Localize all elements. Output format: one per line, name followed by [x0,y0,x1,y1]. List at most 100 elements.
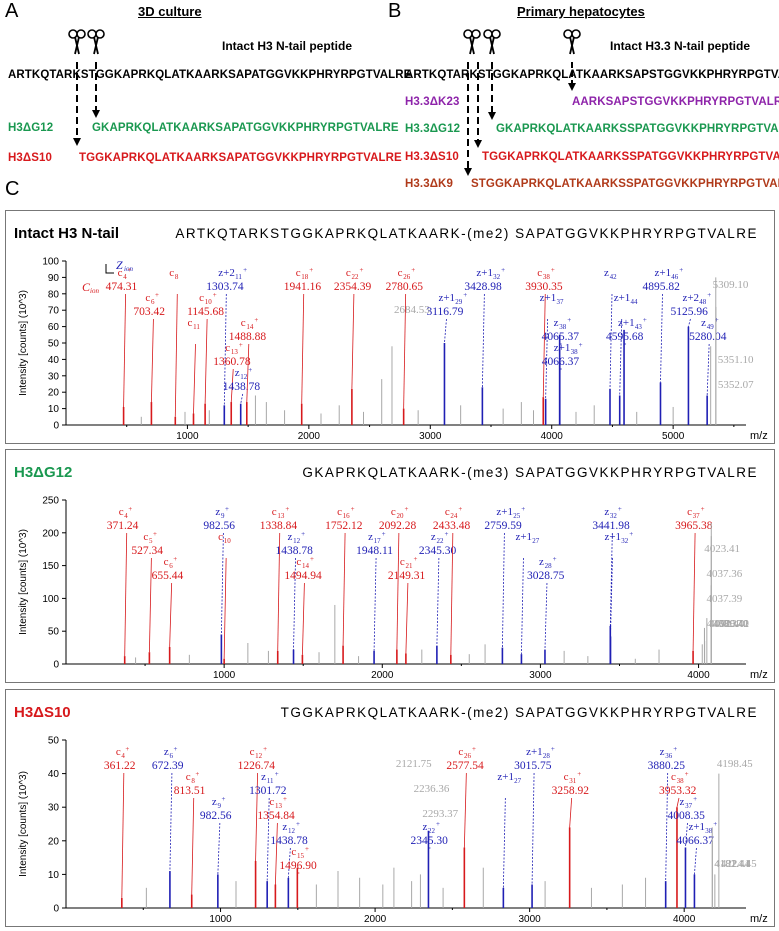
ion-subscript: 20 [396,512,404,520]
label-connector [502,797,506,888]
peak-mz-value: 5352.07 [718,379,754,391]
y-tick-label: 50 [48,339,60,350]
ion-name: c [398,267,403,279]
ion-name: c [186,771,191,783]
ion-mz-value: 371.24 [107,520,139,532]
ion-superscript: + [567,316,571,324]
ion-mz-value: 982.56 [200,810,232,822]
ion-mz-value: 361.22 [104,760,136,772]
label-connector [403,293,407,409]
ion-mz-value: 672.39 [152,760,184,772]
ion-superscript: + [128,505,132,513]
ion-subscript: 21 [405,562,413,570]
label-connector [255,772,258,861]
peak-mz-label: 4182.41 [714,858,750,870]
label-connector [223,557,227,659]
ion-mz-value: 1494.94 [284,570,322,582]
peak-mz-label: 2121.75 [396,758,432,770]
panel-b-sequence: ARTKQTARKSTGGKAPRKQLATKAARKSAPSTGGVKKPHR… [405,69,779,81]
ion-mz-value: 2345.30 [419,545,457,557]
ion-mz-value: 1354.84 [257,810,295,822]
ion-subscript: 28 [543,752,551,760]
ion-mz-value: 1145.68 [187,306,224,318]
label-connector [502,532,505,648]
ion-subscript: 25 [513,512,521,520]
spectrum-panel-3: H3ΔS10 TGGKAPRKQLATKAARK-(me2) SAPATGGVKK… [5,689,775,927]
fragment-label: c 12+1226.74 [238,745,275,861]
peak-mz-label: 4079.40 [713,618,749,630]
peak-mz-value: 5309.10 [713,279,749,291]
fragment-label: c 6+655.44 [152,555,184,647]
ion-superscript: + [155,291,159,299]
ion-name: z+1 [540,292,557,304]
label-connector [351,293,355,389]
ion-mz-value: 813.51 [174,785,206,797]
ion-name: c [537,267,542,279]
panel-b-row4-seq: STGGKAPRKQLATKAARKSSPATGGVKKPHRYRPGTVALR… [471,178,779,190]
ion-name: c [250,746,255,758]
ion-mz-value: 2092.28 [379,520,417,532]
label-connector [169,772,173,872]
legend-z-ion: Z [116,258,123,272]
ion-mz-value: 1438.78 [276,545,314,557]
label-connector [223,293,227,406]
label-connector [610,557,613,637]
peak-mz-value: 4023.41 [704,543,740,555]
ion-mz-value: 1941.16 [284,281,322,293]
ion-mz-value: 3028.75 [527,570,565,582]
label-connector [444,318,447,344]
ion-name: z+1 [496,506,513,518]
y-tick-label: 20 [48,388,60,399]
fragment-label: z 12+1438.78 [270,820,308,878]
ion-superscript: + [404,505,408,513]
ion-subscript: 46 [671,273,679,281]
ion-subscript: 38 [677,777,685,785]
ion-superscript: + [127,266,131,274]
ion-superscript: + [463,291,467,299]
ion-name: c [291,846,296,858]
peak-mz-value: 4080.42 [713,618,749,630]
ion-name: c [671,771,676,783]
ion-name: c [218,531,223,543]
ion-name: c [272,506,277,518]
panel-b-letter: B [388,0,402,22]
ion-subscript: 18 [301,273,309,281]
fragment-label: c 22+2354.39 [334,266,372,389]
ion-name: z+1 [515,531,532,543]
fragment-label: c 4+371.24 [107,505,139,657]
label-connector [123,293,126,407]
ion-subscript: 38 [543,273,551,281]
ion-subscript: 4 [123,273,127,281]
ion-superscript: + [221,795,225,803]
ion-name: z [288,531,293,543]
ion-mz-value: 3880.25 [648,760,686,772]
fragment-label: c 8+813.51 [174,770,206,895]
ion-subscript: 24 [450,512,458,520]
ion-subscript: 38 [705,827,713,835]
ion-subscript: 32 [621,537,629,545]
label-connector [302,582,305,655]
peak-mz-label: 4224.45 [721,858,757,870]
ion-subscript: 29 [455,298,463,306]
ion-mz-value: 1438.78 [270,835,308,847]
ion-mz-value: 1948.11 [356,545,393,557]
spectrum-title: H3ΔS10 [14,704,71,721]
fragment-label: z 36+3880.25 [648,745,686,882]
ion-name: z [261,771,266,783]
ion-superscript: + [213,291,217,299]
ion-subscript: 11 [267,777,274,785]
fragment-label: z 9+982.56 [203,505,235,635]
fragment-label: c 24+2433.48 [433,505,470,655]
fragment-label: z+1 28+3015.75 [514,745,555,885]
ion-name: c [199,292,204,304]
ion-subscript: 13 [275,802,283,810]
ion-superscript: + [153,530,157,538]
ion-superscript: + [301,530,305,538]
peak-mz-label: 2236.36 [414,783,450,795]
ion-subscript: 26 [464,752,472,760]
fragment-label: z 17+1948.11 [356,530,393,651]
y-axis-label: Intensity [counts] (10^3) [18,290,29,396]
ion-superscript: + [501,266,505,274]
ion-name: z+1 [614,292,631,304]
ion-name: z [282,821,287,833]
